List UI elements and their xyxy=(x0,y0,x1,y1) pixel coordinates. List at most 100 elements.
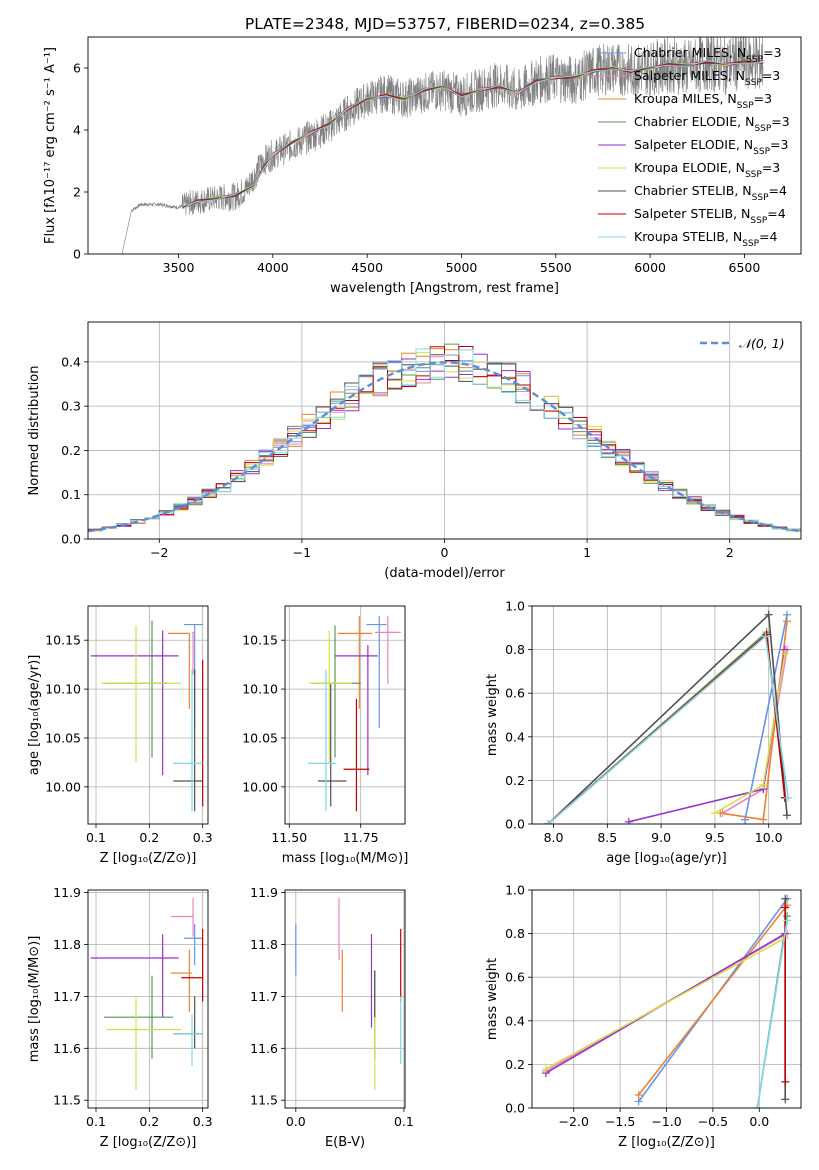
massweight-vs-age-y-tick-label: 0.8 xyxy=(505,642,525,657)
massweight-vs-Z-x-tick-label: −1.0 xyxy=(651,1114,681,1129)
massweight-vs-Z-y-tick-label: 0.0 xyxy=(505,1101,525,1116)
age-vs-mass-panel: 11.50 11.75 10.00 10.05 10.10 10.15 mass [log₁… xyxy=(242,605,409,866)
spectrum-x-tick-label: 5000 xyxy=(446,260,478,275)
massweight-vs-age-x-tick-label: 8.0 xyxy=(544,830,564,845)
massweight-vs-age-y-tick-label: 0.4 xyxy=(505,729,525,744)
age-vs-mass-x-tick-label: 11.75 xyxy=(343,830,379,845)
spectrum-legend-label: Kroupa STELIB, NSSP=4 xyxy=(634,229,778,249)
mass-vs-Z-x-tick-label: 0.1 xyxy=(86,1114,106,1129)
massweight-vs-Z-series-line-2 xyxy=(638,904,788,1096)
age-vs-mass-y-tick-label: 10.15 xyxy=(242,633,278,648)
massweight-vs-Z-y-tick-label: 0.8 xyxy=(505,926,525,941)
massweight-vs-Z-x-axis-label: Z [log₁₀(Z/Z⊙)] xyxy=(618,1135,715,1150)
mass-vs-Z-y-tick-label: 11.5 xyxy=(53,1093,81,1108)
residual-distribution-y-tick-label: 0.4 xyxy=(61,354,81,369)
massweight-vs-age-y-axis-label: mass weight xyxy=(485,674,500,756)
spectrum-x-tick-label: 3500 xyxy=(163,260,195,275)
spectrum-legend-sub: SSP xyxy=(737,101,754,111)
residual-distribution-x-tick-label: −1 xyxy=(293,545,311,560)
residual-histogram-8 xyxy=(88,348,801,531)
spectrum-legend-label: Salpeter ELODIE, NSSP=3 xyxy=(634,137,788,157)
massweight-vs-age-x-tick-label: 9.0 xyxy=(651,830,671,845)
spectrum-legend-nssp: =4 xyxy=(767,206,785,221)
age-vs-Z-x-tick-label: 0.3 xyxy=(193,830,213,845)
age-vs-Z-y-tick-label: 10.00 xyxy=(45,779,81,794)
spectrum-legend-sub: SSP xyxy=(750,216,767,226)
spectrum-model-line-8 xyxy=(182,60,764,207)
massweight-vs-age-y-tick-label: 0.2 xyxy=(505,773,525,788)
spectrum-legend-sub: SSP xyxy=(746,55,763,65)
massweight-vs-Z-x-tick-label: 0.0 xyxy=(749,1114,769,1129)
spectrum-model-line-7 xyxy=(182,61,764,207)
massweight-vs-age-y-tick-label: 1.0 xyxy=(505,599,525,614)
mass-vs-EBV-plot-area xyxy=(295,897,402,1090)
residual-distribution-x-axis-label: (data-model)/error xyxy=(384,566,505,581)
massweight-vs-Z-panel: −2.0 −1.5 −1.0 −0.5 0.0 0.0 0.2 0.4 0.6 0.8 1.0 Z [… xyxy=(485,883,802,1150)
mass-vs-Z-y-tick-label: 11.6 xyxy=(53,1041,81,1056)
age-vs-mass-frame xyxy=(284,605,406,825)
massweight-vs-Z-series-line-8 xyxy=(756,920,788,1108)
residual-distribution-y-tick-label: 0.0 xyxy=(61,532,81,547)
spectrum-legend-nssp: =3 xyxy=(762,160,780,175)
residual-distribution-x-tick-label: 0 xyxy=(441,545,449,560)
spectrum-panel: 3500 4000 4500 5000 5500 6000 6500 0 2 4 6 waveleng… xyxy=(43,36,802,296)
spectrum-x-axis-label: wavelength [Angstrom, rest frame] xyxy=(330,281,559,296)
residual-distribution-y-axis-label: Normed distribution xyxy=(27,366,42,496)
age-vs-Z-y-tick-label: 10.05 xyxy=(45,730,81,745)
mass-vs-Z-plot-area xyxy=(90,897,204,1090)
age-vs-Z-x-axis-label: Z [log₁₀(Z/Z⊙)] xyxy=(100,851,197,866)
age-vs-mass-y-tick-label: 10.05 xyxy=(242,730,278,745)
residual-distribution-x-tick-label: 1 xyxy=(583,545,591,560)
residual-panel: −2 −1 0 1 2 0.0 0.1 0.2 0.3 0.4 (data-model)/error… xyxy=(27,321,802,581)
mass-vs-EBV-y-tick-label: 11.9 xyxy=(250,885,278,900)
spectrum-legend-nssp: =3 xyxy=(763,45,781,60)
residual-distribution-x-tick-label: −2 xyxy=(150,545,168,560)
age-vs-Z-y-tick-label: 10.10 xyxy=(45,682,81,697)
spectrum-y-tick-label: 0 xyxy=(73,247,81,262)
massweight-vs-age-y-tick-label: 0.0 xyxy=(505,817,525,832)
spectrum-x-tick-label: 6000 xyxy=(634,260,666,275)
massweight-vs-age-panel: 8.0 8.5 9.0 9.5 10.0 0.0 0.2 0.4 0.6 0.8 1.0 age [l… xyxy=(485,599,802,866)
residual-distribution-y-tick-label: 0.1 xyxy=(61,487,81,502)
spectrum-legend-label: Kroupa MILES, NSSP=3 xyxy=(634,91,772,111)
spectrum-legend-nssp: =3 xyxy=(771,114,789,129)
spectrum-legend-label: Salpeter STELIB, NSSP=4 xyxy=(634,206,786,226)
massweight-vs-age-series-line-0 xyxy=(744,614,788,820)
spectrum-x-tick-label: 4000 xyxy=(257,260,289,275)
mass-vs-Z-y-tick-label: 11.9 xyxy=(53,885,81,900)
massweight-vs-Z-y-tick-label: 1.0 xyxy=(505,883,525,898)
age-vs-Z-x-tick-label: 0.1 xyxy=(86,830,106,845)
mass-vs-EBV-y-tick-label: 11.6 xyxy=(250,1041,278,1056)
spectrum-legend-nssp: =3 xyxy=(754,91,772,106)
mass-vs-EBV-y-tick-label: 11.7 xyxy=(250,989,278,1004)
mass-vs-Z-x-tick-label: 0.2 xyxy=(139,1114,159,1129)
spectrum-legend-label: Kroupa ELODIE, NSSP=3 xyxy=(634,160,780,180)
mass-vs-EBV-panel: 0.0 0.1 11.5 11.6 11.7 11.8 11.9 E(B-V) xyxy=(250,885,414,1150)
massweight-vs-age-y-tick-label: 0.6 xyxy=(505,686,525,701)
age-vs-Z-y-tick-label: 10.15 xyxy=(45,633,81,648)
massweight-vs-Z-y-axis-label: mass weight xyxy=(485,958,500,1040)
massweight-vs-Z-x-tick-label: −0.5 xyxy=(698,1114,728,1129)
residual-distribution-x-tick-label: 2 xyxy=(726,545,734,560)
mass-vs-Z-x-tick-label: 0.3 xyxy=(193,1114,213,1129)
spectrum-legend-nssp: =4 xyxy=(759,229,777,244)
massweight-vs-age-frame xyxy=(531,605,802,825)
massweight-vs-Z-series-line-5 xyxy=(545,937,786,1070)
spectrum-legend-sub: SSP xyxy=(742,239,759,249)
spectrum-y-tick-label: 2 xyxy=(73,185,81,200)
age-vs-Z-plot-area xyxy=(90,620,204,812)
mass-vs-Z-y-axis-label: mass [log₁₀(M/M⊙)] xyxy=(27,936,42,1063)
age-vs-mass-x-axis-label: mass [log₁₀(M/M⊙)] xyxy=(282,851,409,866)
spectrum-y-axis-label: Flux [fλ10⁻¹⁷ erg cm⁻² s⁻¹ A⁻¹] xyxy=(43,47,58,244)
mass-vs-Z-y-tick-label: 11.8 xyxy=(53,937,81,952)
age-vs-Z-x-tick-label: 0.2 xyxy=(139,830,159,845)
residual-gaussian-curve xyxy=(88,361,801,533)
mass-vs-EBV-x-tick-label: 0.1 xyxy=(394,1114,414,1129)
spectrum-y-tick-label: 4 xyxy=(73,123,81,138)
spectrum-x-tick-label: 6500 xyxy=(729,260,761,275)
spectrum-legend-label: Chabrier ELODIE, NSSP=3 xyxy=(634,114,790,134)
age-vs-mass-y-tick-label: 10.10 xyxy=(242,682,278,697)
age-vs-mass-x-tick-label: 11.50 xyxy=(271,830,307,845)
spectrum-x-tick-label: 5500 xyxy=(540,260,572,275)
